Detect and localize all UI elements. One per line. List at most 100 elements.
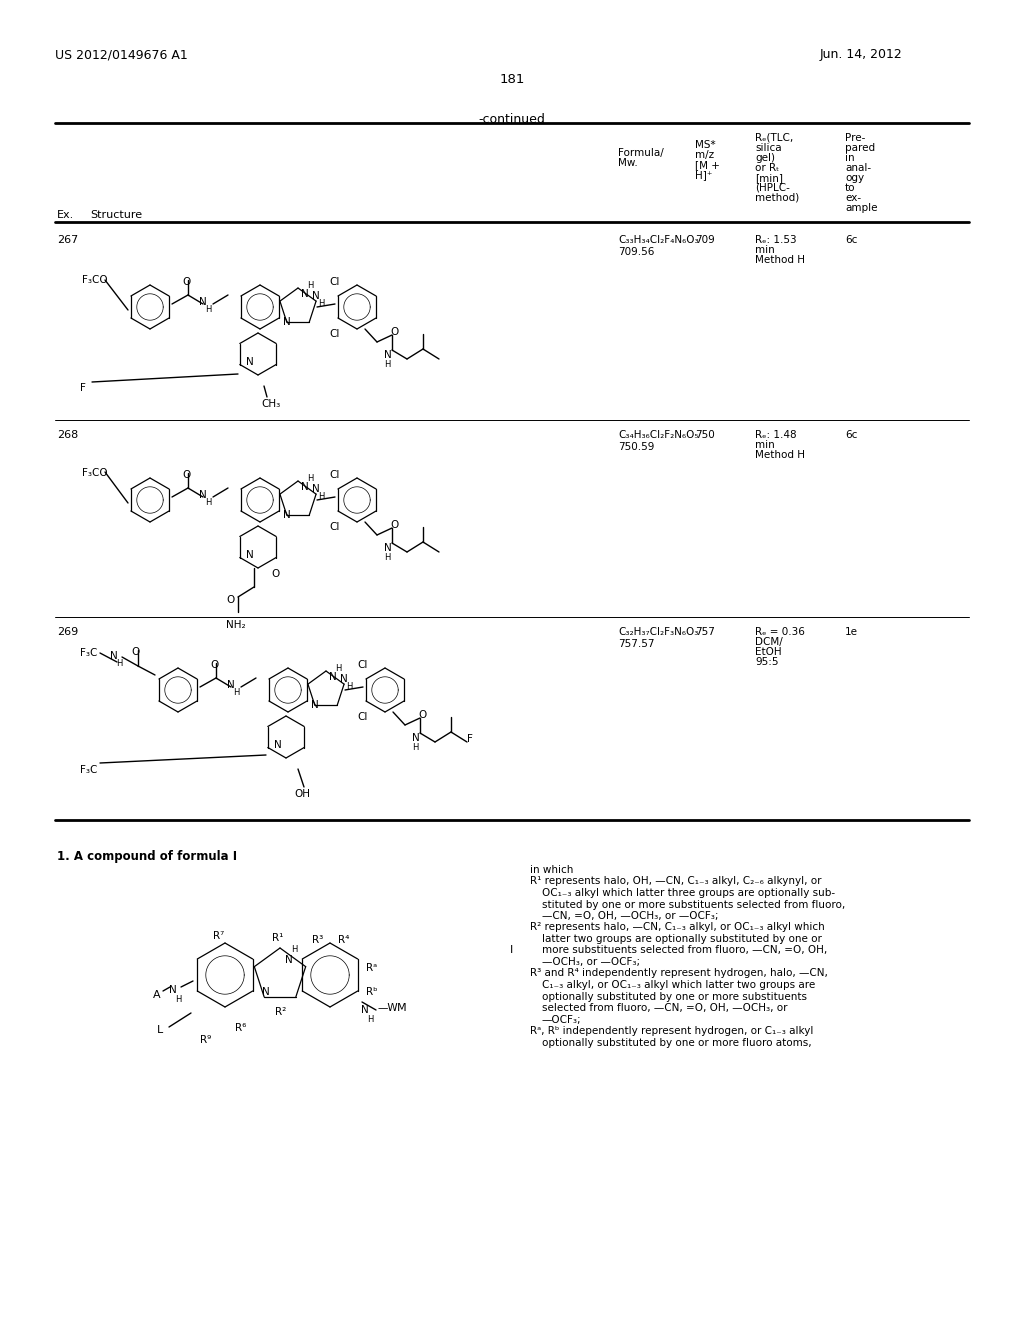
Text: N: N — [274, 741, 282, 750]
Text: F₃CO: F₃CO — [82, 275, 108, 285]
Text: Ex.: Ex. — [57, 210, 75, 220]
Text: O: O — [131, 647, 139, 657]
Text: N: N — [199, 297, 207, 308]
Text: OC₁₋₃ alkyl which latter three groups are optionally sub-: OC₁₋₃ alkyl which latter three groups ar… — [542, 888, 836, 898]
Text: Rᵃ: Rᵃ — [366, 964, 377, 973]
Text: H: H — [175, 995, 181, 1005]
Text: OH: OH — [294, 789, 310, 799]
Text: H: H — [205, 305, 211, 314]
Text: Structure: Structure — [90, 210, 142, 220]
Text: R¹: R¹ — [272, 933, 284, 942]
Text: F₃CO: F₃CO — [82, 469, 108, 478]
Text: C₃₂H₃₇Cl₂F₃N₆O₃: C₃₂H₃₇Cl₂F₃N₆O₃ — [618, 627, 698, 638]
Text: H: H — [291, 945, 297, 954]
Text: ample: ample — [845, 203, 878, 213]
Text: O: O — [418, 710, 426, 719]
Text: C₁₋₃ alkyl, or OC₁₋₃ alkyl which latter two groups are: C₁₋₃ alkyl, or OC₁₋₃ alkyl which latter … — [542, 979, 815, 990]
Text: R¹ represents halo, OH, —CN, C₁₋₃ alkyl, C₂₋₆ alkynyl, or: R¹ represents halo, OH, —CN, C₁₋₃ alkyl,… — [530, 876, 821, 887]
Text: N: N — [283, 317, 291, 327]
Text: Cl: Cl — [357, 711, 368, 722]
Text: 6c: 6c — [845, 235, 857, 246]
Text: O: O — [226, 595, 234, 605]
Text: O: O — [182, 277, 190, 286]
Text: Rᵇ: Rᵇ — [366, 987, 378, 997]
Text: R²: R² — [275, 1007, 287, 1016]
Text: N: N — [301, 482, 309, 492]
Text: H: H — [307, 474, 313, 483]
Text: H: H — [318, 492, 325, 502]
Text: Rₑ: 1.48: Rₑ: 1.48 — [755, 430, 797, 440]
Text: selected from fluoro, —CN, =O, OH, —OCH₃, or: selected from fluoro, —CN, =O, OH, —OCH₃… — [542, 1003, 787, 1012]
Text: to: to — [845, 183, 855, 193]
Text: Method H: Method H — [755, 450, 805, 459]
Text: Method H: Method H — [755, 255, 805, 265]
Text: R⁶: R⁶ — [234, 1023, 247, 1034]
Text: R⁷: R⁷ — [213, 931, 224, 941]
Text: H]⁺: H]⁺ — [695, 170, 713, 180]
Text: R³: R³ — [312, 935, 324, 945]
Text: N: N — [285, 954, 293, 965]
Text: —W: —W — [377, 1003, 397, 1012]
Text: more substituents selected from fluoro, —CN, =O, OH,: more substituents selected from fluoro, … — [542, 945, 827, 956]
Text: M: M — [397, 1003, 407, 1012]
Text: DCM/: DCM/ — [755, 638, 782, 647]
Text: Mw.: Mw. — [618, 158, 638, 168]
Text: Rᵃ, Rᵇ independently represent hydrogen, or C₁₋₃ alkyl: Rᵃ, Rᵇ independently represent hydrogen,… — [530, 1026, 813, 1036]
Text: 709.56: 709.56 — [618, 247, 654, 257]
Text: 709: 709 — [695, 235, 715, 246]
Text: F: F — [467, 734, 473, 744]
Text: Formula/: Formula/ — [618, 148, 664, 158]
Text: N: N — [246, 356, 254, 367]
Text: -continued: -continued — [478, 114, 546, 125]
Text: Rₑ = 0.36: Rₑ = 0.36 — [755, 627, 805, 638]
Text: in: in — [845, 153, 855, 162]
Text: Cl: Cl — [357, 660, 368, 671]
Text: N: N — [301, 289, 309, 300]
Text: N: N — [384, 543, 392, 553]
Text: H: H — [384, 360, 390, 370]
Text: gel): gel) — [755, 153, 775, 162]
Text: min: min — [755, 440, 775, 450]
Text: H: H — [205, 498, 211, 507]
Text: optionally substituted by one or more fluoro atoms,: optionally substituted by one or more fl… — [542, 1038, 812, 1048]
Text: 95:5: 95:5 — [755, 657, 778, 667]
Text: N: N — [283, 510, 291, 520]
Text: 181: 181 — [500, 73, 524, 86]
Text: method): method) — [755, 193, 800, 203]
Text: O: O — [182, 470, 190, 480]
Text: 1e: 1e — [845, 627, 858, 638]
Text: or Rₜ: or Rₜ — [755, 162, 779, 173]
Text: EtOH: EtOH — [755, 647, 781, 657]
Text: I: I — [510, 945, 513, 954]
Text: latter two groups are optionally substituted by one or: latter two groups are optionally substit… — [542, 935, 822, 944]
Text: R⁴: R⁴ — [338, 935, 349, 945]
Text: 750: 750 — [695, 430, 715, 440]
Text: H: H — [116, 659, 123, 668]
Text: silica: silica — [755, 143, 781, 153]
Text: Pre-: Pre- — [845, 133, 865, 143]
Text: N: N — [227, 680, 234, 690]
Text: Jun. 14, 2012: Jun. 14, 2012 — [820, 48, 903, 61]
Text: N: N — [412, 733, 420, 743]
Text: F: F — [80, 383, 86, 393]
Text: O: O — [390, 327, 398, 337]
Text: Rₑ(TLC,: Rₑ(TLC, — [755, 133, 794, 143]
Text: N: N — [110, 651, 118, 661]
Text: [min]: [min] — [755, 173, 783, 183]
Text: (HPLC-: (HPLC- — [755, 183, 790, 193]
Text: H: H — [318, 300, 325, 308]
Text: Cl: Cl — [329, 470, 339, 480]
Text: N: N — [312, 290, 319, 301]
Text: N: N — [199, 490, 207, 500]
Text: ogy: ogy — [845, 173, 864, 183]
Text: O: O — [390, 520, 398, 531]
Text: Cl: Cl — [329, 277, 339, 286]
Text: A: A — [153, 990, 161, 1001]
Text: H: H — [412, 743, 419, 752]
Text: NH₂: NH₂ — [226, 620, 246, 630]
Text: CH₃: CH₃ — [261, 399, 281, 409]
Text: N: N — [361, 1005, 369, 1015]
Text: F₃C: F₃C — [80, 766, 97, 775]
Text: R² represents halo, —CN, C₁₋₃ alkyl, or OC₁₋₃ alkyl which: R² represents halo, —CN, C₁₋₃ alkyl, or … — [530, 923, 824, 932]
Text: N: N — [384, 350, 392, 360]
